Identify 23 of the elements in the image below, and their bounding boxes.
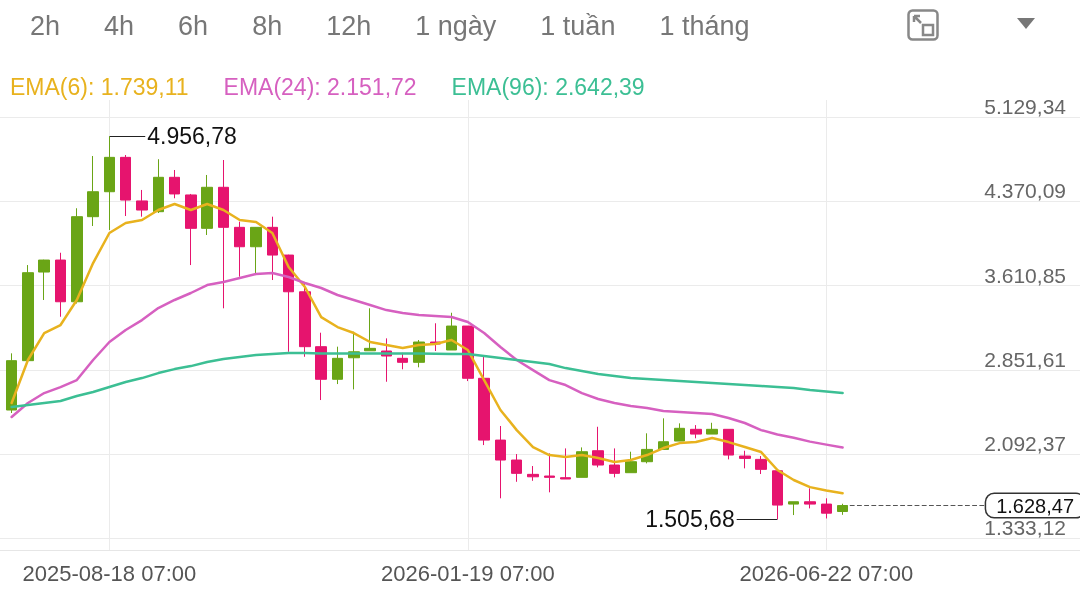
x-tick-label: 2026-06-22 07:00	[739, 560, 914, 586]
y-tick-label: 5.129,34	[984, 95, 1067, 119]
annotation: 1.505,68	[645, 506, 735, 533]
text: 1 tháng	[659, 10, 750, 42]
text: EMA(96): 2.642,39	[451, 73, 645, 100]
y-tick-label: 1.333,12	[984, 516, 1066, 540]
text: 8h	[252, 10, 283, 42]
y-tick-label: 4.370,09	[984, 179, 1066, 203]
y-tick-label: 2.851,61	[984, 347, 1066, 371]
text: 2h	[30, 10, 61, 42]
text: EMA(24): 2.151,72	[223, 73, 417, 100]
text: 1 ngày	[415, 10, 497, 42]
text: 12h	[326, 10, 372, 42]
y-tick-label: 3.610,85	[984, 263, 1066, 287]
text: 6h	[178, 10, 209, 42]
text: EMA(6): 1.739,11	[10, 73, 189, 100]
x-tick-label: 2026-01-19 07:00	[380, 560, 555, 586]
annotation: 4.956,78	[147, 123, 237, 150]
text: 1 tuần	[540, 10, 616, 42]
ref-line-label: 1.628,47	[996, 494, 1075, 517]
x-tick-label: 2025-08-18 07:00	[22, 560, 197, 586]
text: 4h	[104, 10, 135, 42]
y-tick-label: 2.092,37	[984, 432, 1066, 456]
